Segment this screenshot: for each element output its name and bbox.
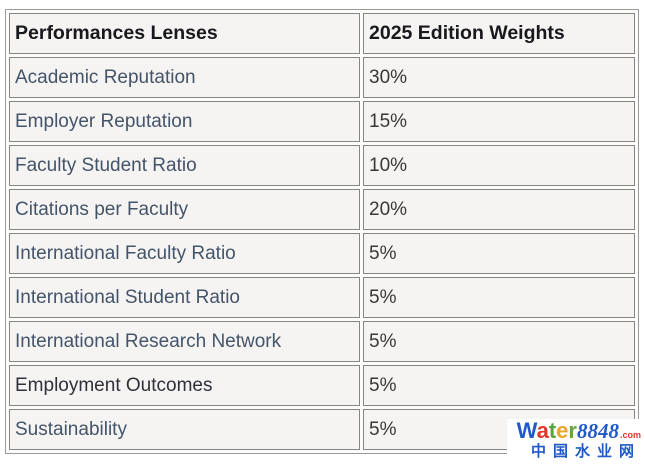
table-row: Faculty Student Ratio 10% xyxy=(9,145,635,186)
table-row: Employer Reputation 15% xyxy=(9,101,635,142)
watermark-letter: W xyxy=(516,418,537,443)
table-row: Employment Outcomes 5% xyxy=(9,365,635,406)
watermark-letter: a xyxy=(536,418,549,443)
table-row: International Faculty Ratio 5% xyxy=(9,233,635,274)
watermark-com: .com xyxy=(619,430,641,440)
lens-cell[interactable]: Citations per Faculty xyxy=(9,189,360,230)
watermark-letter: e xyxy=(556,418,569,443)
weight-cell: 30% xyxy=(363,57,635,98)
watermark-chinese-text: 中国水业网 xyxy=(530,443,641,460)
weight-cell: 5% xyxy=(363,321,635,362)
watermark-letter: t xyxy=(548,418,557,443)
lens-cell[interactable]: International Student Ratio xyxy=(9,277,360,318)
weight-cell: 5% xyxy=(363,233,635,274)
lens-cell[interactable]: Faculty Student Ratio xyxy=(9,145,360,186)
column-header-lenses: Performances Lenses xyxy=(9,13,360,54)
column-header-weights: 2025 Edition Weights xyxy=(363,13,635,54)
weight-cell: 5% xyxy=(363,365,635,406)
lens-cell[interactable]: Academic Reputation xyxy=(9,57,360,98)
watermark-8848: 8848 xyxy=(576,419,619,443)
table-row: International Student Ratio 5% xyxy=(9,277,635,318)
lens-cell[interactable]: Sustainability xyxy=(9,409,360,450)
watermark: Water 8848 .com 中国水业网 xyxy=(506,419,643,461)
watermark-logo-text: Water xyxy=(517,420,577,442)
watermark-brand-line: Water 8848 .com xyxy=(517,420,641,442)
weight-cell: 20% xyxy=(363,189,635,230)
lens-cell[interactable]: International Faculty Ratio xyxy=(9,233,360,274)
lens-cell: Employment Outcomes xyxy=(9,365,360,406)
table-row: Academic Reputation 30% xyxy=(9,57,635,98)
header-row: Performances Lenses 2025 Edition Weights xyxy=(9,13,635,54)
weight-cell: 10% xyxy=(363,145,635,186)
lens-cell[interactable]: International Research Network xyxy=(9,321,360,362)
page: Performances Lenses 2025 Edition Weights… xyxy=(0,9,645,467)
lens-cell[interactable]: Employer Reputation xyxy=(9,101,360,142)
table-row: International Research Network 5% xyxy=(9,321,635,362)
weight-cell: 5% xyxy=(363,277,635,318)
weights-table: Performances Lenses 2025 Edition Weights… xyxy=(5,9,639,454)
watermark-letter: r xyxy=(568,418,577,443)
weight-cell: 15% xyxy=(363,101,635,142)
table-row: Citations per Faculty 20% xyxy=(9,189,635,230)
